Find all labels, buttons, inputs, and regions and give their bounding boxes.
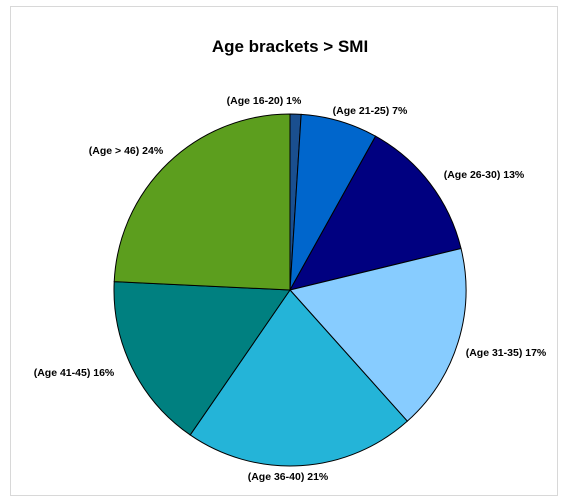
pie-slice-age-36-40: [189, 289, 409, 467]
slice-label: (Age 36-40) 21%: [248, 471, 329, 483]
chart-title: Age brackets > SMI: [212, 37, 368, 56]
pie-slice-age-31-35: [289, 247, 467, 422]
pie-slice-age-26-30: [289, 135, 462, 291]
slice-label: (Age 26-30) 13%: [444, 169, 525, 181]
pie-slices: [113, 113, 467, 467]
slice-label: (Age 16-20) 1%: [227, 95, 302, 107]
slice-label: (Age 31-35) 17%: [466, 347, 547, 359]
pie-labels: (Age 16-20) 1% (Age 21-25) 7% (Age 26-30) …: [34, 95, 547, 483]
slice-label: (Age 21-25) 7%: [333, 105, 408, 117]
pie-slice-age-46: [113, 113, 291, 291]
slice-label: (Age > 46) 24%: [89, 145, 164, 157]
pie-slice-age-41-45: [113, 281, 291, 436]
slice-label: (Age 41-45) 16%: [34, 367, 115, 379]
